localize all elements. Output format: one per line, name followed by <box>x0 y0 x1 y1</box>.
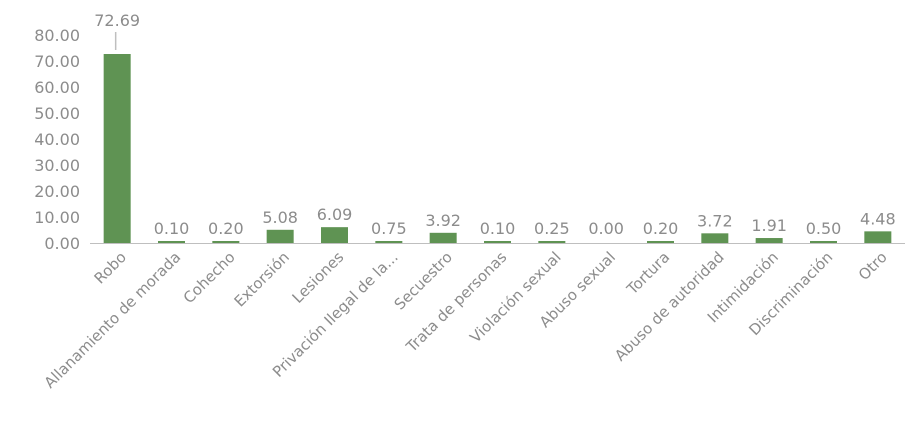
bar <box>321 227 348 243</box>
data-label: 0.25 <box>534 219 570 238</box>
category-label: Violación sexual <box>466 248 564 346</box>
bar <box>701 233 728 243</box>
category-label: Otro <box>855 248 891 284</box>
category-label: Extorsión <box>231 248 293 310</box>
data-label: 0.75 <box>371 219 407 238</box>
y-tick-label: 40.00 <box>34 130 80 149</box>
y-tick-label: 70.00 <box>34 52 80 71</box>
y-axis-ticks: 0.00 10.00 20.00 30.00 40.00 50.00 60.00 70.00 8… <box>34 26 80 253</box>
bar <box>538 241 565 243</box>
y-tick-label: 80.00 <box>34 26 80 45</box>
category-label: Trata de personas <box>402 248 510 356</box>
data-label: 4.48 <box>860 209 896 228</box>
data-label: 5.08 <box>262 208 298 227</box>
data-label: 3.72 <box>697 211 733 230</box>
data-labels: 72.69 0.10 0.20 5.08 6.09 0.75 3.92 0.10 0.25 0.0… <box>94 11 895 238</box>
bar <box>158 241 185 243</box>
data-label: 72.69 <box>94 11 140 30</box>
data-label: 1.91 <box>751 216 787 235</box>
bar <box>104 54 131 243</box>
data-label: 0.20 <box>208 219 244 238</box>
data-label: 0.10 <box>154 219 190 238</box>
bar <box>647 241 674 243</box>
y-tick-label: 10.00 <box>34 208 80 227</box>
data-label: 0.20 <box>643 219 679 238</box>
data-label: 3.92 <box>425 211 461 230</box>
data-label: 6.09 <box>317 205 353 224</box>
data-label: 0.10 <box>480 219 516 238</box>
bar <box>484 241 511 243</box>
y-tick-label: 50.00 <box>34 104 80 123</box>
bar <box>375 241 402 243</box>
y-tick-label: 20.00 <box>34 182 80 201</box>
y-tick-label: 30.00 <box>34 156 80 175</box>
bar <box>267 230 294 243</box>
data-label: 0.50 <box>806 219 842 238</box>
category-label: Robo <box>91 248 130 287</box>
bar <box>430 233 457 243</box>
y-tick-label: 60.00 <box>34 78 80 97</box>
category-label: Tortura <box>623 248 674 299</box>
bar <box>810 241 837 243</box>
bar <box>212 241 239 243</box>
bar <box>756 238 783 243</box>
bars <box>104 54 892 243</box>
bar <box>864 231 891 243</box>
data-label: 0.00 <box>588 219 624 238</box>
y-tick-label: 0.00 <box>44 234 80 253</box>
